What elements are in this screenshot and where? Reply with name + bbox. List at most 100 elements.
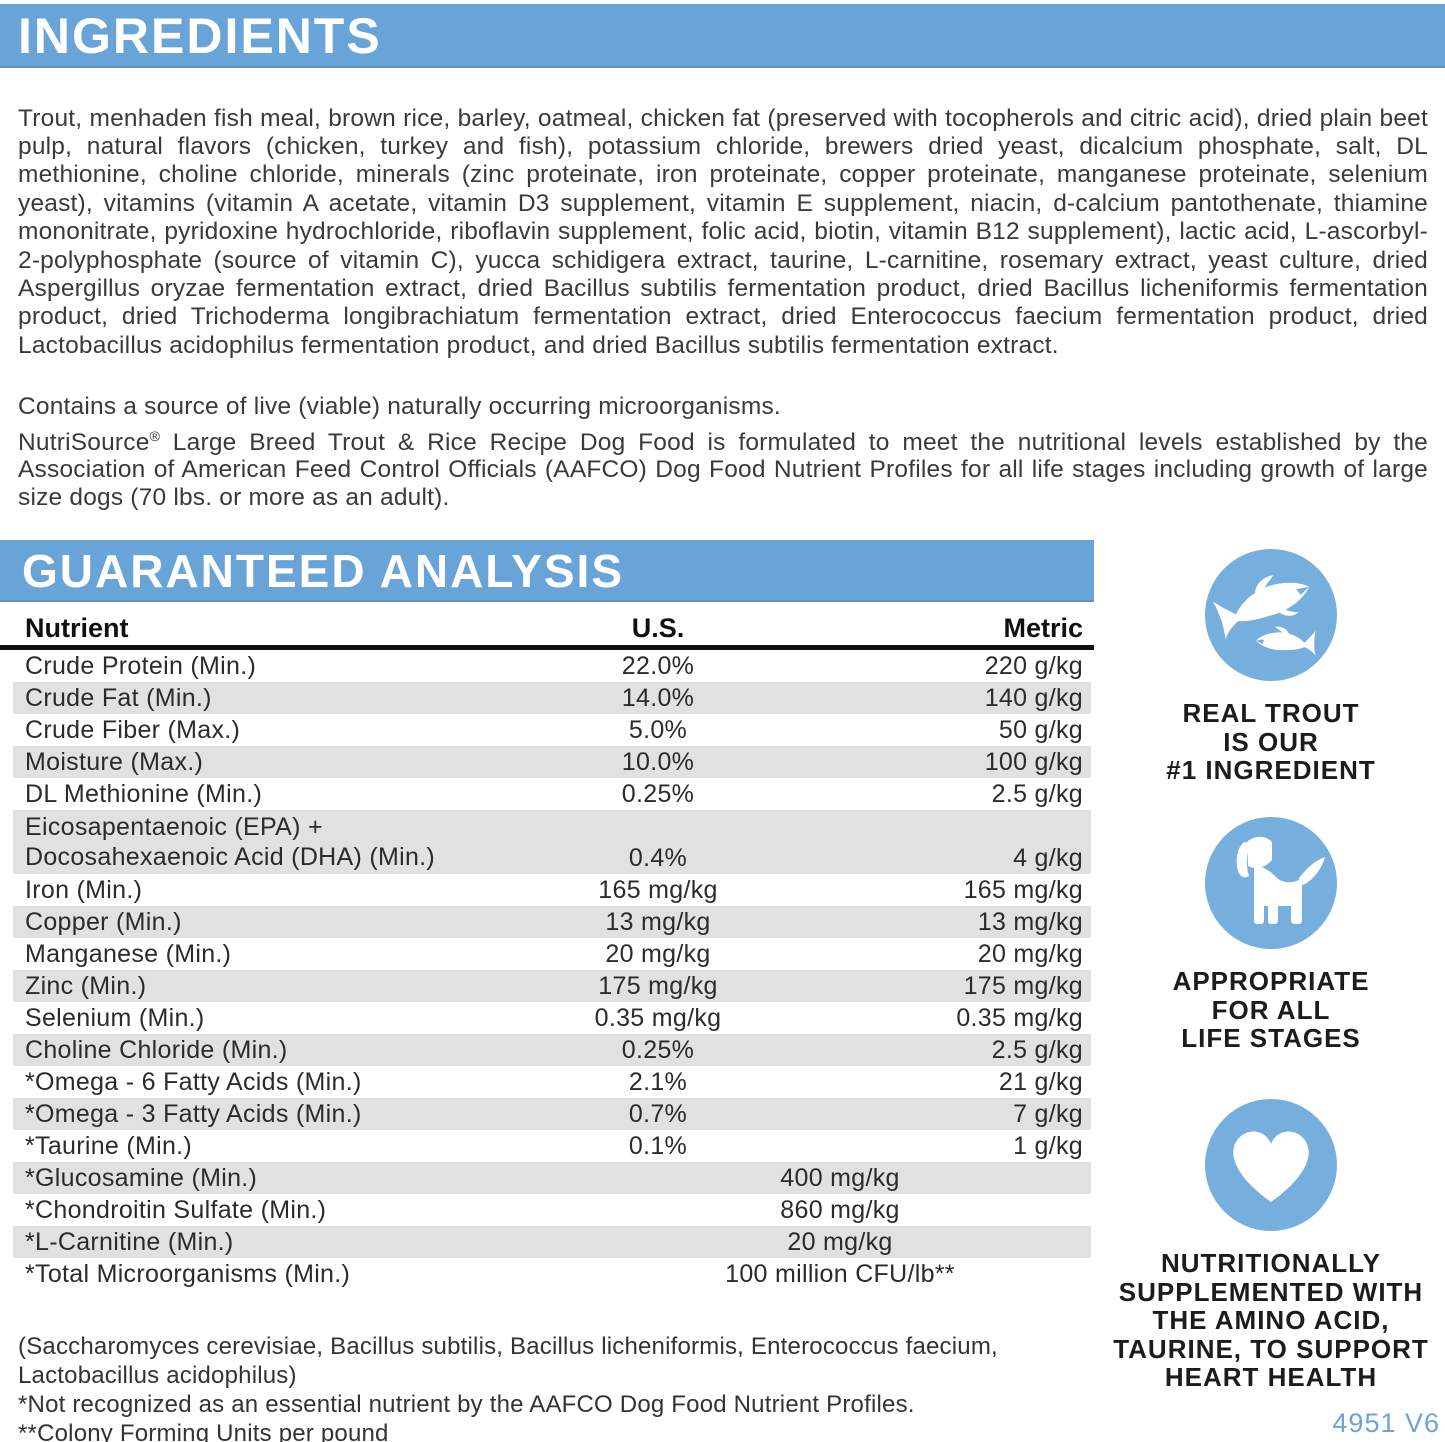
nutrient-cell: *Total Microorganisms (Min.) bbox=[25, 1260, 351, 1288]
footnote: (Saccharomyces cerevisiae, Bacillus subt… bbox=[18, 1333, 998, 1389]
us-value: 13 mg/kg bbox=[605, 908, 711, 936]
table-row: *Chondroitin Sulfate (Min.) 860 mg/kg bbox=[13, 1194, 1091, 1226]
table-row: Selenium (Min.) 0.35 mg/kg 0.35 mg/kg bbox=[13, 1002, 1091, 1034]
heart-health-badge: NUTRITIONALLY SUPPLEMENTED WITH THE AMIN… bbox=[1106, 1098, 1436, 1392]
table-row: Manganese (Min.) 20 mg/kg 20 mg/kg bbox=[13, 938, 1091, 970]
brand-name: NutriSource bbox=[18, 428, 150, 456]
nutrient-cell: Manganese (Min.) bbox=[25, 940, 232, 968]
table-row: Eicosapentaenoic (EPA) + Docosahexaenoic… bbox=[13, 810, 1091, 874]
metric-value: 50 g/kg bbox=[998, 716, 1083, 744]
table-row: *L-Carnitine (Min.) 20 mg/kg bbox=[13, 1226, 1091, 1258]
us-value: 0.25% bbox=[621, 780, 695, 808]
nutrient-cell: Copper (Min.) bbox=[25, 908, 182, 936]
us-value: 0.7% bbox=[628, 1100, 688, 1128]
table-row: *Glucosamine (Min.) 400 mg/kg bbox=[13, 1162, 1091, 1194]
table-row: Crude Fat (Min.) 14.0% 140 g/kg bbox=[13, 682, 1091, 714]
metric-value: 100 g/kg bbox=[984, 748, 1083, 776]
nutrient-cell: Iron (Min.) bbox=[25, 876, 143, 904]
combined-value: 100 million CFU/lb** bbox=[725, 1260, 955, 1288]
heart-icon bbox=[1205, 1099, 1337, 1231]
metric-value: 165 mg/kg bbox=[963, 876, 1083, 904]
us-value: 0.1% bbox=[628, 1132, 688, 1160]
trout-icon bbox=[1205, 549, 1337, 681]
us-value: 10.0% bbox=[621, 748, 695, 776]
nutrient-cell: *Chondroitin Sulfate (Min.) bbox=[25, 1196, 327, 1224]
life-stages-badge: APPROPRIATE FOR ALL LIFE STAGES bbox=[1106, 816, 1436, 1053]
registered-mark: ® bbox=[149, 427, 161, 444]
column-header-us: U.S. bbox=[631, 613, 685, 643]
heart-health-caption: NUTRITIONALLY SUPPLEMENTED WITH THE AMIN… bbox=[1113, 1248, 1429, 1392]
combined-value: 860 mg/kg bbox=[780, 1196, 900, 1224]
formulation-text: Large Breed Trout & Rice Recipe Dog Food… bbox=[18, 428, 1428, 512]
nutrient-cell: Choline Chloride (Min.) bbox=[25, 1036, 288, 1064]
us-value: 2.1% bbox=[628, 1068, 688, 1096]
table-row: *Total Microorganisms (Min.) 100 million… bbox=[13, 1258, 1091, 1290]
metric-value: 2.5 g/kg bbox=[991, 1036, 1083, 1064]
table-row: Zinc (Min.) 175 mg/kg 175 mg/kg bbox=[13, 970, 1091, 1002]
table-row: Crude Fiber (Max.) 5.0% 50 g/kg bbox=[13, 714, 1091, 746]
nutrient-cell: *Omega - 6 Fatty Acids (Min.) bbox=[25, 1068, 362, 1096]
ingredients-banner: INGREDIENTS bbox=[0, 4, 1445, 68]
us-value: 22.0% bbox=[621, 652, 695, 680]
nutrient-cell: *L-Carnitine (Min.) bbox=[25, 1228, 234, 1256]
table-row: Iron (Min.) 165 mg/kg 165 mg/kg bbox=[13, 874, 1091, 906]
real-trout-caption: REAL TROUT IS OUR #1 INGREDIENT bbox=[1166, 698, 1376, 785]
us-value: 14.0% bbox=[621, 684, 695, 712]
table-row: Copper (Min.) 13 mg/kg 13 mg/kg bbox=[13, 906, 1091, 938]
nutrient-cell: *Omega - 3 Fatty Acids (Min.) bbox=[25, 1100, 362, 1128]
metric-value: 0.35 mg/kg bbox=[956, 1004, 1083, 1032]
us-value: 5.0% bbox=[628, 716, 688, 744]
metric-value: 13 mg/kg bbox=[977, 908, 1083, 936]
us-value: 20 mg/kg bbox=[605, 940, 711, 968]
metric-value: 175 mg/kg bbox=[963, 972, 1083, 1000]
nutrient-cell: Crude Fat (Min.) bbox=[25, 684, 212, 712]
ingredients-title: INGREDIENTS bbox=[18, 8, 382, 64]
nutrient-cell: *Taurine (Min.) bbox=[25, 1132, 193, 1160]
us-value: 0.35 mg/kg bbox=[594, 1004, 722, 1032]
combined-value: 20 mg/kg bbox=[787, 1228, 893, 1256]
life-stages-caption: APPROPRIATE FOR ALL LIFE STAGES bbox=[1172, 966, 1370, 1053]
table-row: Moisture (Max.) 10.0% 100 g/kg bbox=[13, 746, 1091, 778]
us-value: 0.4% bbox=[628, 844, 688, 872]
table-row: *Taurine (Min.) 0.1% 1 g/kg bbox=[13, 1130, 1091, 1162]
column-header-nutrient: Nutrient bbox=[25, 613, 129, 643]
metric-value: 7 g/kg bbox=[1013, 1100, 1083, 1128]
formulation-note: NutriSource® Large Breed Trout & Rice Re… bbox=[18, 427, 1428, 512]
nutrient-cell: Moisture (Max.) bbox=[25, 748, 204, 776]
us-value: 165 mg/kg bbox=[598, 876, 718, 904]
column-header-metric: Metric bbox=[1003, 613, 1083, 643]
table-body: Crude Protein (Min.) 22.0% 220 g/kg Crud… bbox=[13, 650, 1091, 1290]
table-row: *Omega - 3 Fatty Acids (Min.) 0.7% 7 g/k… bbox=[13, 1098, 1091, 1130]
nutrient-cell: Zinc (Min.) bbox=[25, 972, 147, 1000]
table-row: *Omega - 6 Fatty Acids (Min.) 2.1% 21 g/… bbox=[13, 1066, 1091, 1098]
puppy-icon bbox=[1205, 817, 1337, 949]
table-footnotes: (Saccharomyces cerevisiae, Bacillus subt… bbox=[18, 1332, 1100, 1442]
metric-value: 140 g/kg bbox=[984, 684, 1083, 712]
table-row: Choline Chloride (Min.) 0.25% 2.5 g/kg bbox=[13, 1034, 1091, 1066]
guaranteed-analysis-table: Nutrient U.S. Metric Crude Protein (Min.… bbox=[0, 602, 1094, 1290]
us-value: 175 mg/kg bbox=[598, 972, 718, 1000]
metric-value: 20 mg/kg bbox=[977, 940, 1083, 968]
nutrient-cell: Crude Fiber (Max.) bbox=[25, 716, 241, 744]
label-version-code: 4951 V6 bbox=[1332, 1408, 1440, 1438]
metric-value: 1 g/kg bbox=[1013, 1132, 1083, 1160]
footnote: **Colony Forming Units per pound bbox=[18, 1420, 389, 1442]
table-header-row: Nutrient U.S. Metric bbox=[0, 602, 1094, 650]
nutrient-cell: *Glucosamine (Min.) bbox=[25, 1164, 258, 1192]
table-row: Crude Protein (Min.) 22.0% 220 g/kg bbox=[13, 650, 1091, 682]
guaranteed-analysis-title: GUARANTEED ANALYSIS bbox=[22, 545, 624, 597]
table-row: DL Methionine (Min.) 0.25% 2.5 g/kg bbox=[13, 778, 1091, 810]
contains-note: Contains a source of live (viable) natur… bbox=[18, 392, 781, 420]
nutrient-cell: Crude Protein (Min.) bbox=[25, 652, 257, 680]
nutrient-cell: DL Methionine (Min.) bbox=[25, 780, 263, 808]
nutrient-cell: Selenium (Min.) bbox=[25, 1004, 205, 1032]
metric-value: 2.5 g/kg bbox=[991, 780, 1083, 808]
us-value: 0.25% bbox=[621, 1036, 695, 1064]
nutrient-cell: Eicosapentaenoic (EPA) + Docosahexaenoic… bbox=[25, 813, 436, 871]
metric-value: 4 g/kg bbox=[1013, 844, 1083, 872]
guaranteed-analysis-banner: GUARANTEED ANALYSIS bbox=[0, 540, 1094, 602]
metric-value: 220 g/kg bbox=[984, 652, 1083, 680]
real-trout-badge: REAL TROUT IS OUR #1 INGREDIENT bbox=[1106, 548, 1436, 785]
combined-value: 400 mg/kg bbox=[780, 1164, 900, 1192]
